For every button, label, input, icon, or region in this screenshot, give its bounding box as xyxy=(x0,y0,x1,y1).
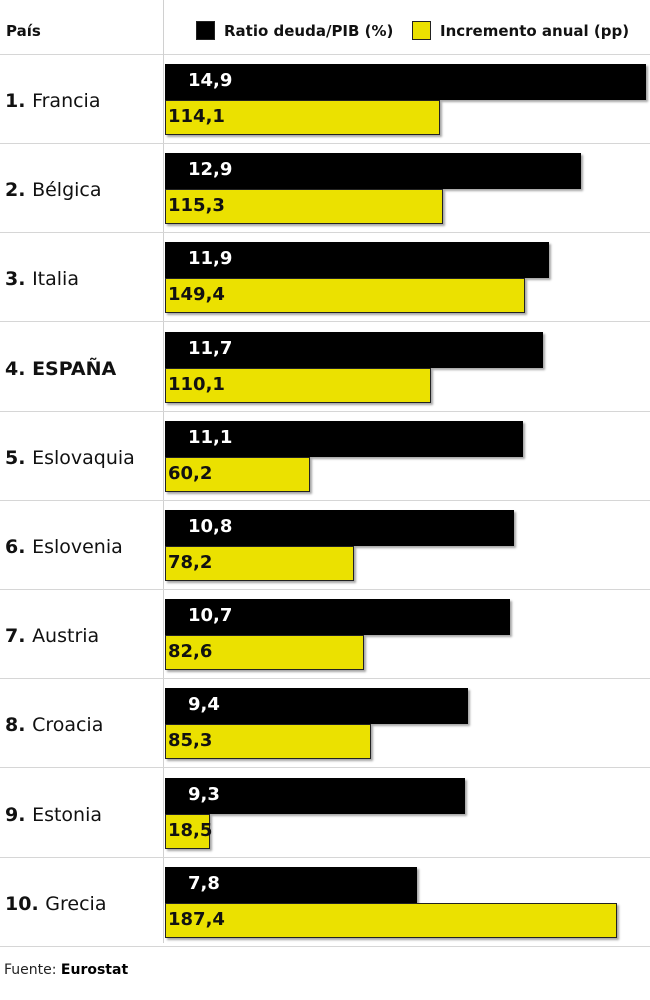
country-name: Francia xyxy=(32,90,101,112)
data-label-debt-ratio: 9,3 xyxy=(188,783,220,805)
country-rank: 1. xyxy=(5,90,33,112)
country-rank: 8. xyxy=(5,714,33,737)
data-label-debt-ratio: 12,9 xyxy=(188,159,233,181)
chart-row: 3. Italia 11,9 149,4 xyxy=(0,233,650,323)
country-label: 5. Eslovaquia xyxy=(5,447,135,469)
chart-row: 7. Austria 10,7 82,6 xyxy=(0,590,650,680)
bar-annual-increase xyxy=(165,456,311,492)
legend-item-annual-increase: Incremento anual (pp) xyxy=(412,21,629,40)
data-label-debt-ratio: 10,7 xyxy=(188,605,233,627)
country-rank: 6. xyxy=(5,536,33,558)
country-rank: 5. xyxy=(5,446,33,469)
data-label-annual-increase: 18,5 xyxy=(168,819,213,841)
bar-annual-increase xyxy=(165,367,431,403)
bar-annual-increase xyxy=(165,902,617,938)
data-label-annual-increase: 85,3 xyxy=(168,730,213,752)
source-name: Eurostat xyxy=(60,962,129,978)
country-label: 2. Bélgica xyxy=(5,179,102,201)
data-label-annual-increase: 114,1 xyxy=(168,106,225,127)
country-rank: 9. xyxy=(5,803,33,826)
legend-label-annual-increase: Incremento anual (pp) xyxy=(440,21,630,40)
data-label-debt-ratio: 11,9 xyxy=(188,248,233,270)
country-label: 8. Croacia xyxy=(5,714,103,736)
column-divider xyxy=(163,0,164,943)
bar-annual-increase xyxy=(165,546,354,581)
source-prefix: Fuente: xyxy=(4,962,57,978)
chart-row: 5. Eslovaquia 11,1 60,2 xyxy=(0,412,650,501)
data-label-annual-increase: 110,1 xyxy=(168,373,225,395)
country-label: 6. Eslovenia xyxy=(5,536,123,558)
bar-debt-ratio xyxy=(165,510,514,546)
country-label: 10. Grecia xyxy=(5,893,106,915)
chart-row: 9. Estonia 9,3 18,5 xyxy=(0,769,650,858)
country-name: Bélgica xyxy=(32,179,102,202)
country-name: Croacia xyxy=(32,714,104,737)
bar-debt-ratio xyxy=(165,866,417,903)
column-title: País xyxy=(6,22,41,40)
bar-debt-ratio xyxy=(165,331,543,368)
country-rank: 4. xyxy=(5,357,33,380)
bar-debt-ratio xyxy=(165,777,466,814)
data-label-debt-ratio: 10,8 xyxy=(188,516,233,537)
country-rank: 10. xyxy=(5,892,46,915)
bar-annual-increase xyxy=(165,724,371,760)
data-label-annual-increase: 187,4 xyxy=(168,908,225,930)
country-name: Italia xyxy=(32,268,79,291)
bar-debt-ratio xyxy=(165,420,524,457)
data-label-debt-ratio: 7,8 xyxy=(188,872,220,894)
country-rank: 2. xyxy=(5,179,33,202)
bar-annual-increase xyxy=(165,635,365,671)
chart-row: 6. Eslovenia 10,8 78,2 xyxy=(0,501,650,590)
country-rank: 3. xyxy=(5,268,33,291)
chart-header: País Ratio deuda/PIB (%) Incremento anua… xyxy=(0,0,650,55)
bar-annual-increase xyxy=(165,100,441,135)
country-name: Eslovenia xyxy=(32,536,123,558)
chart-row: 4. ESPAÑA 11,7 110,1 xyxy=(0,323,650,412)
country-name: ESPAÑA xyxy=(32,357,117,380)
bar-debt-ratio xyxy=(165,599,511,636)
chart-row: 2. Bélgica 12,9 115,3 xyxy=(0,144,650,234)
country-label: 1. Francia xyxy=(5,90,100,112)
country-name: Austria xyxy=(32,625,100,648)
data-label-debt-ratio: 11,1 xyxy=(188,426,233,448)
data-label-annual-increase: 60,2 xyxy=(168,462,213,484)
bar-debt-ratio xyxy=(165,242,550,279)
country-name: Estonia xyxy=(32,803,103,826)
bar-debt-ratio xyxy=(165,688,469,725)
source-note: Fuente: Eurostat xyxy=(4,962,128,978)
bar-annual-increase xyxy=(165,278,526,314)
data-label-debt-ratio: 11,7 xyxy=(188,337,233,359)
country-label: 3. Italia xyxy=(5,268,79,290)
chart-row: 10. Grecia 7,8 187,4 xyxy=(0,858,650,947)
country-rank: 7. xyxy=(5,625,33,648)
chart-row: 1. Francia 14,9 114,1 xyxy=(0,55,650,144)
legend-item-debt-ratio: Ratio deuda/PIB (%) xyxy=(196,21,393,40)
country-name: Eslovaquia xyxy=(32,446,135,469)
legend-swatch-annual-increase xyxy=(412,21,431,40)
data-label-debt-ratio: 9,4 xyxy=(188,694,220,716)
data-label-annual-increase: 82,6 xyxy=(168,641,213,663)
data-label-annual-increase: 149,4 xyxy=(168,284,225,306)
bar-debt-ratio xyxy=(165,64,646,100)
country-name: Grecia xyxy=(45,892,107,915)
legend-swatch-debt-ratio xyxy=(196,21,215,40)
country-label: 7. Austria xyxy=(5,625,99,647)
legend-label-debt-ratio: Ratio deuda/PIB (%) xyxy=(224,21,394,40)
bar-annual-increase xyxy=(165,813,210,849)
data-label-annual-increase: 78,2 xyxy=(168,552,213,573)
bar-annual-increase xyxy=(165,189,444,225)
country-label: 4. ESPAÑA xyxy=(5,358,116,380)
data-label-annual-increase: 115,3 xyxy=(168,195,225,217)
data-label-debt-ratio: 14,9 xyxy=(188,70,233,91)
chart-row: 8. Croacia 9,4 85,3 xyxy=(0,679,650,769)
bar-debt-ratio xyxy=(165,153,582,190)
country-label: 9. Estonia xyxy=(5,804,102,826)
